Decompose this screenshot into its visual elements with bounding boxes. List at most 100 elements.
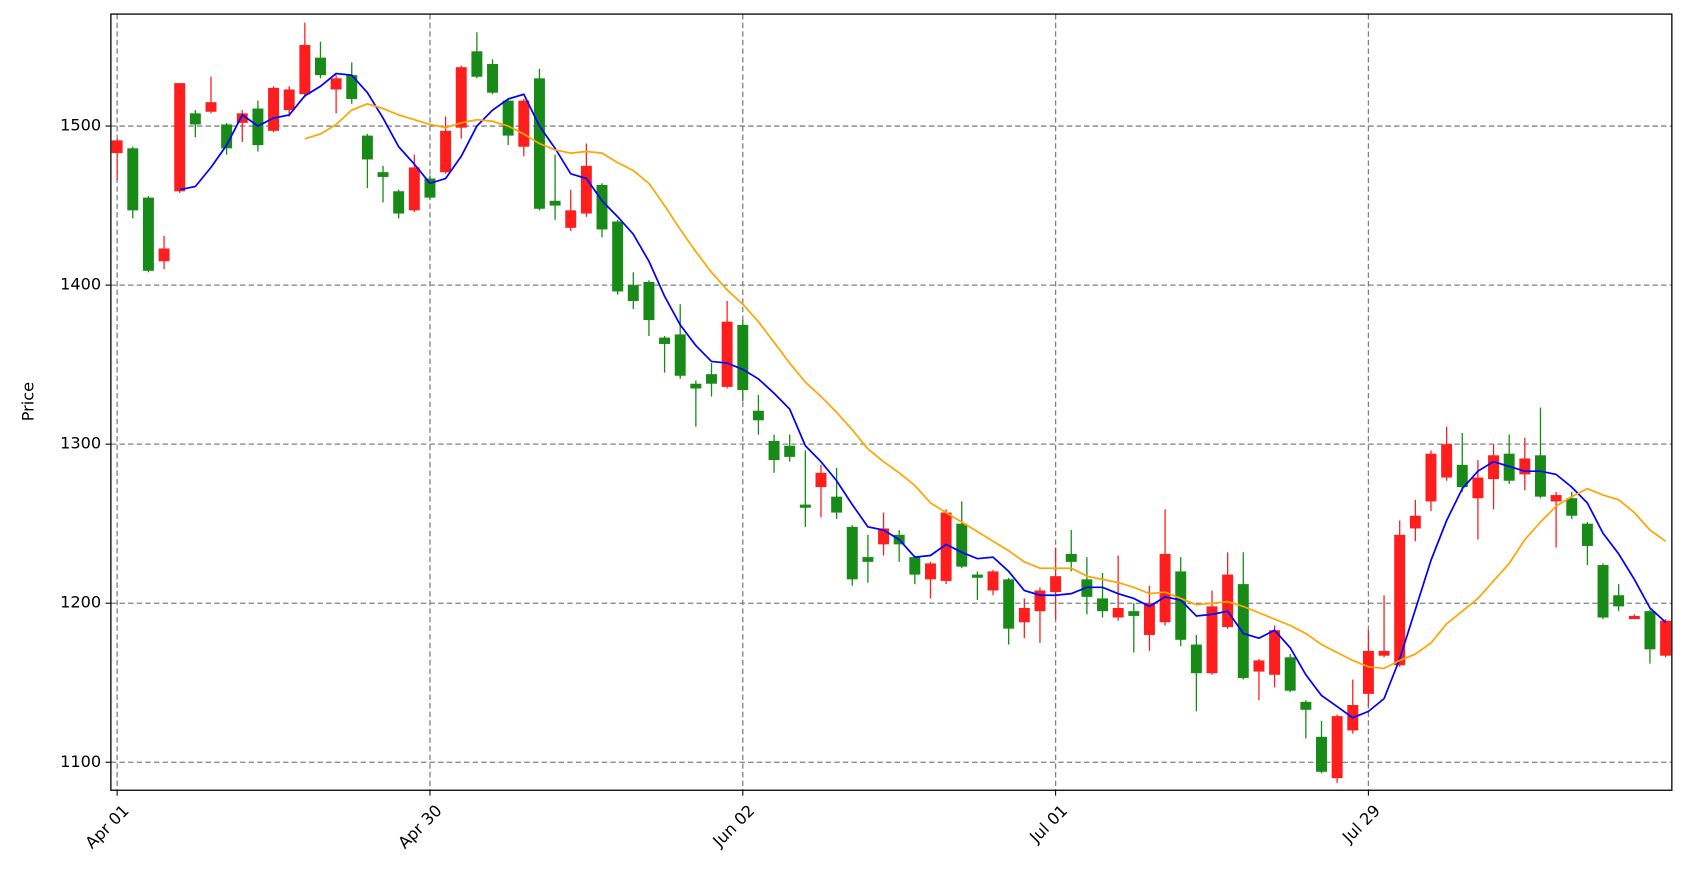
candle-body	[1253, 660, 1265, 672]
candle-body	[627, 285, 639, 302]
candle-body	[1237, 584, 1249, 678]
candle-body	[1018, 607, 1030, 623]
candle-body	[956, 523, 968, 567]
candle-body	[1112, 607, 1124, 618]
candle-body	[142, 197, 154, 271]
candle-body	[1394, 534, 1406, 666]
candle-body	[1316, 736, 1327, 772]
candle-body	[596, 184, 608, 230]
x-tick-label: Jun 02	[708, 801, 758, 851]
candle-body	[706, 374, 717, 384]
candle-body	[518, 100, 530, 147]
moving-average-line	[304, 102, 1667, 670]
candle-body	[1550, 495, 1562, 502]
candle-body	[1362, 650, 1374, 694]
candle-body	[674, 334, 686, 376]
candle-body	[1190, 644, 1202, 674]
candle-body	[1284, 657, 1296, 691]
candle-body	[1488, 455, 1500, 480]
candle-body	[549, 200, 561, 206]
candle-body	[768, 440, 780, 461]
candle-body	[471, 51, 483, 77]
candle-body	[1456, 464, 1468, 488]
y-tick-label: 1100	[60, 752, 101, 771]
candle-body	[1300, 701, 1312, 710]
candle-body	[330, 78, 342, 90]
candle-body	[831, 496, 843, 513]
candle-body	[1534, 455, 1546, 497]
candle-body	[189, 113, 201, 125]
candle-body	[1143, 603, 1155, 636]
candle-body	[1628, 615, 1640, 620]
candle-body	[299, 44, 311, 95]
x-tick-label: Jul 29	[1338, 801, 1384, 847]
x-tick-label: Jul 01	[1025, 801, 1071, 847]
candle-body	[862, 557, 874, 562]
x-tick-label: Apr 30	[394, 801, 445, 852]
candle-body	[612, 221, 624, 292]
candle-body	[1206, 606, 1218, 674]
candle-body	[221, 124, 233, 149]
candle-body	[1050, 576, 1062, 593]
candle-body	[737, 324, 749, 391]
candle-body	[1409, 515, 1421, 529]
candle-body	[878, 528, 890, 545]
y-tick-label: 1400	[60, 275, 101, 294]
candle-body	[111, 140, 123, 154]
candle-body	[268, 87, 280, 131]
candle-body	[393, 191, 405, 214]
candle-body	[690, 383, 702, 389]
candle-body	[1097, 598, 1108, 612]
candle-body	[940, 512, 952, 581]
candle-body	[424, 178, 436, 198]
moving-average-line	[179, 72, 1667, 719]
candle-body	[1128, 611, 1140, 616]
candle-body	[1425, 453, 1437, 502]
candle-body	[1519, 458, 1531, 475]
candle-body	[1566, 498, 1578, 516]
candle-body	[1472, 477, 1484, 499]
candle-body	[580, 165, 592, 214]
candle-body	[815, 472, 827, 488]
candle-body	[346, 75, 358, 100]
candle-body	[205, 102, 217, 112]
plot-frame	[110, 13, 1673, 791]
candle-body	[924, 563, 936, 580]
y-axis-label: Price	[19, 382, 38, 421]
candle-body	[158, 248, 170, 262]
candle-body	[1003, 579, 1015, 629]
y-tick-label: 1300	[60, 434, 101, 453]
candle-body	[487, 64, 498, 93]
candle-body	[971, 574, 983, 578]
candle-body	[1660, 620, 1672, 656]
candle-body	[283, 89, 295, 111]
candle-body	[1065, 553, 1077, 562]
candle-body	[1269, 630, 1281, 675]
candle-body	[1597, 565, 1609, 618]
candle-body	[643, 281, 655, 321]
candle-body	[1613, 595, 1625, 607]
candle-body	[1034, 590, 1046, 612]
candle-body	[314, 57, 326, 76]
candle-body	[1378, 650, 1390, 656]
candle-body	[1175, 571, 1187, 640]
candle-body	[236, 113, 248, 123]
candle-body	[502, 100, 514, 136]
candle-body	[1644, 611, 1656, 650]
candle-body	[1581, 523, 1593, 546]
candle-body	[361, 135, 373, 160]
candle-body	[987, 571, 999, 591]
x-tick-label: Apr 01	[81, 801, 132, 852]
candle-body	[565, 210, 577, 228]
candle-body	[909, 557, 921, 575]
y-tick-label: 1500	[60, 116, 101, 135]
candle-body	[659, 337, 671, 344]
candle-body	[784, 445, 796, 457]
candle-body	[440, 130, 452, 173]
candle-body	[174, 83, 186, 192]
candle-body	[721, 321, 733, 387]
candle-body	[455, 67, 467, 128]
candle-body	[377, 172, 389, 177]
candle-body	[846, 526, 858, 580]
